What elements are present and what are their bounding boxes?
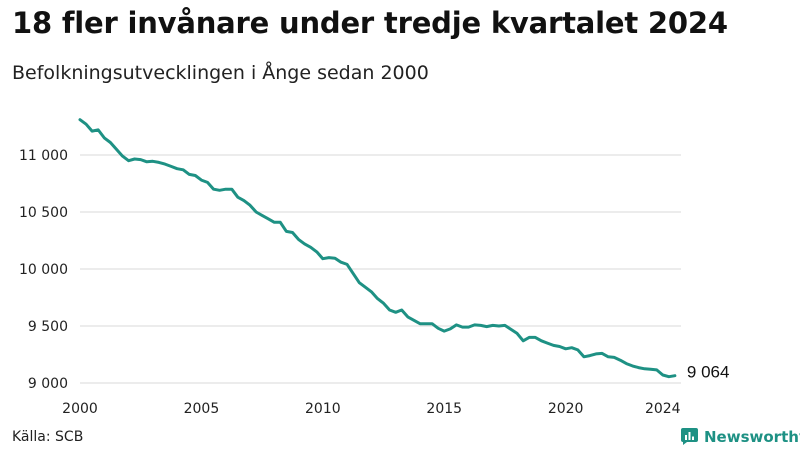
x-tick-label: 2010 <box>305 401 341 417</box>
x-axis-labels: 2000 2005 2010 2015 2020 2024 <box>62 401 681 417</box>
source-note: Källa: SCB <box>12 429 84 445</box>
y-tick-label: 10 000 <box>19 262 68 278</box>
y-axis-labels: 9 000 9 500 10 000 10 500 11 000 <box>19 148 68 392</box>
chart-title: 18 fler invånare under tredje kvartalet … <box>12 6 728 40</box>
end-value-label: 9 064 <box>687 363 730 382</box>
x-tick-label: 2020 <box>548 401 584 417</box>
bar-chart-icon <box>681 428 698 445</box>
newsworthy-logo[interactable]: Newsworthy <box>680 427 800 446</box>
chart-subtitle: Befolkningsutvecklingen i Ånge sedan 200… <box>12 62 429 84</box>
population-line <box>78 118 677 379</box>
y-gridlines <box>80 154 681 384</box>
data-series <box>78 118 677 379</box>
y-tick-label: 10 500 <box>19 205 68 221</box>
y-tick-label: 9 500 <box>28 319 68 335</box>
x-tick-label: 2015 <box>426 401 462 417</box>
end-value-label: 9 064 <box>687 363 730 382</box>
x-tick-label: 2005 <box>184 401 220 417</box>
x-tick-label: 2024 <box>645 401 681 417</box>
x-tick-label: 2000 <box>62 401 98 417</box>
y-tick-label: 11 000 <box>19 148 68 164</box>
brand-name: Newsworthy <box>704 427 800 446</box>
y-tick-label: 9 000 <box>28 376 68 392</box>
